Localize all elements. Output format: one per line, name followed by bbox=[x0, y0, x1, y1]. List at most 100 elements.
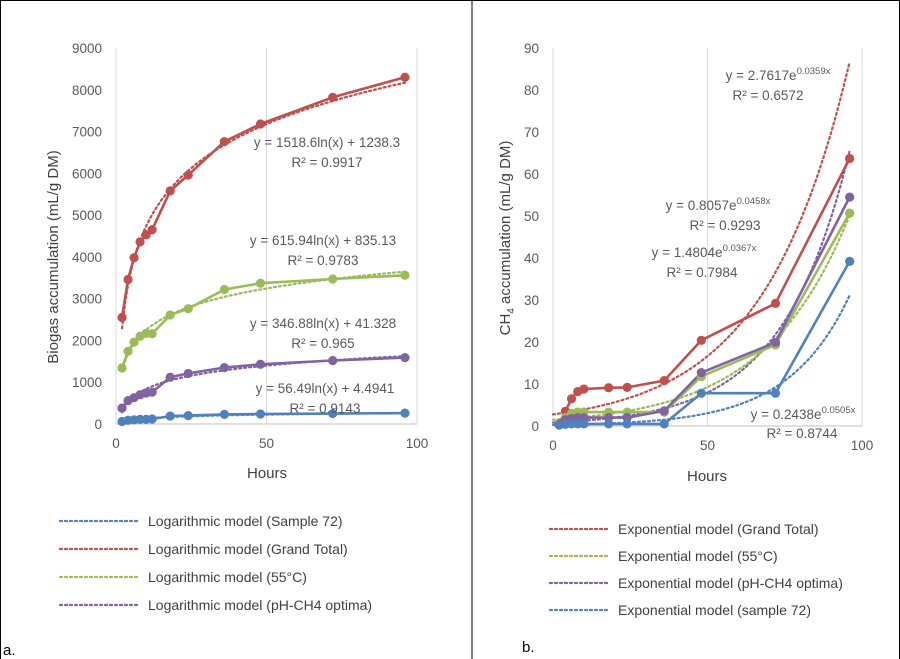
a-point-grand-7 bbox=[183, 170, 193, 180]
b-y-axis-title-main: CH bbox=[497, 314, 514, 336]
b-point-s72-5 bbox=[604, 419, 614, 429]
b-point-s72-4 bbox=[579, 419, 589, 429]
a-point-ph-5 bbox=[147, 387, 157, 397]
a-legend: Logarithmic model (Sample 72) Logarithmic… bbox=[58, 513, 372, 613]
a-point-grand-5 bbox=[147, 225, 157, 235]
a-point-ph-6 bbox=[165, 372, 175, 382]
b-legend: Exponential model (Grand Total) Exponenti… bbox=[548, 521, 843, 618]
b-y-axis-title-sub: 4 bbox=[506, 308, 517, 314]
a-y-tick-6: 6000 bbox=[72, 166, 102, 181]
b-y-tick-7: 70 bbox=[524, 125, 539, 140]
b-eq-55c-base: y = 1.4804e bbox=[652, 245, 723, 260]
b-y-tick-6: 60 bbox=[524, 167, 539, 182]
b-panel-label: b. bbox=[522, 639, 535, 656]
b-point-ph-6 bbox=[622, 413, 632, 423]
a-y-tick-8: 8000 bbox=[72, 83, 102, 98]
a-point-c55-6 bbox=[165, 310, 175, 320]
a-x-tick-labels: 0 50 100 bbox=[112, 436, 428, 451]
b-y-tick-0: 0 bbox=[531, 419, 539, 434]
a-y-tick-2: 2000 bbox=[72, 333, 102, 348]
b-point-c55-10 bbox=[845, 208, 855, 218]
b-eq-grand: y = 2.7617e0.0359x bbox=[726, 66, 831, 83]
a-point-s72-8 bbox=[219, 409, 229, 419]
a-y-tick-5: 5000 bbox=[72, 208, 102, 223]
b-point-ph-5 bbox=[604, 413, 614, 423]
a-point-c55-5 bbox=[147, 329, 157, 339]
a-point-ph-8 bbox=[219, 363, 229, 373]
b-eq-55c-exp: 0.0367x bbox=[723, 243, 757, 254]
b-point-s72-7 bbox=[659, 419, 669, 429]
a-eq-ph: y = 346.88ln(x) + 41.328 bbox=[250, 316, 396, 331]
a-point-grand-2 bbox=[129, 253, 139, 263]
b-point-grand-10 bbox=[845, 153, 855, 164]
a-legend-label-3: Logarithmic model (pH-CH4 optima) bbox=[148, 597, 372, 613]
a-point-s72-10 bbox=[328, 408, 338, 419]
b-x-tick-labels: 0 50 100 bbox=[549, 438, 873, 453]
b-point-grand-8 bbox=[696, 335, 706, 345]
a-x-tick-0: 0 bbox=[112, 436, 120, 451]
b-eq-s72-exp: 0.0505x bbox=[822, 405, 856, 416]
b-legend-label-1: Exponential model (55°C) bbox=[618, 548, 778, 564]
a-series-lines bbox=[120, 75, 406, 423]
b-y-tick-8: 80 bbox=[524, 83, 539, 98]
b-point-ph-10 bbox=[845, 192, 855, 202]
b-y-tick-3: 30 bbox=[524, 293, 539, 308]
a-y-tick-1: 1000 bbox=[72, 375, 102, 390]
b-eq-ph-exp: 0.0458x bbox=[737, 196, 771, 207]
b-point-s72-10 bbox=[845, 256, 855, 266]
b-x-tick-2: 100 bbox=[851, 438, 874, 453]
a-legend-label-2: Logarithmic model (55°C) bbox=[148, 569, 307, 585]
b-legend-label-2: Exponential model (pH-CH4 optima) bbox=[618, 575, 843, 591]
b-point-ph-8 bbox=[696, 368, 706, 378]
b-point-ph-4 bbox=[579, 413, 589, 423]
a-point-s72-7 bbox=[183, 411, 193, 421]
b-legend-label-3: Exponential model (sample 72) bbox=[618, 602, 811, 618]
b-point-grand-7 bbox=[659, 376, 669, 386]
a-y-tick-7: 7000 bbox=[72, 125, 102, 140]
a-point-ph-11 bbox=[400, 352, 410, 363]
b-point-grand-9 bbox=[770, 298, 781, 308]
b-eq-55c: y = 1.4804e0.0367x bbox=[652, 243, 757, 260]
a-point-c55-1 bbox=[123, 346, 133, 356]
a-point-s72-11 bbox=[400, 408, 410, 418]
b-data-points bbox=[554, 153, 855, 430]
b-y-axis-title-rest: accumulation (mL/g DM) bbox=[497, 141, 514, 309]
a-y-tick-9: 9000 bbox=[72, 41, 102, 56]
b-eq-grand-base: y = 2.7617e bbox=[726, 68, 797, 83]
a-point-ph-7 bbox=[183, 368, 193, 379]
b-point-ph-9 bbox=[770, 337, 781, 348]
a-point-c55-10 bbox=[328, 274, 338, 284]
a-point-s72-6 bbox=[165, 411, 175, 421]
a-y-axis-title: Biogas accumulation (mL/g DM) bbox=[45, 150, 62, 363]
a-point-c55-2 bbox=[129, 337, 139, 347]
b-r2-ph: R² = 0.9293 bbox=[690, 218, 761, 233]
b-r2-55c: R² = 0.7984 bbox=[667, 265, 738, 280]
a-point-ph-9 bbox=[255, 359, 266, 369]
a-data-points bbox=[117, 72, 410, 427]
a-y-tick-3: 3000 bbox=[72, 292, 102, 307]
a-point-s72-9 bbox=[255, 409, 266, 419]
a-gridlines bbox=[115, 48, 418, 425]
b-r2-s72: R² = 0.8744 bbox=[767, 426, 838, 441]
b-point-s72-6 bbox=[622, 419, 632, 429]
a-point-grand-11 bbox=[400, 72, 410, 82]
b-y-tick-5: 50 bbox=[524, 209, 539, 224]
a-y-tick-4: 4000 bbox=[72, 250, 102, 265]
a-point-grand-10 bbox=[328, 92, 338, 102]
b-x-tick-0: 0 bbox=[549, 438, 557, 453]
b-x-tick-1: 50 bbox=[700, 438, 715, 453]
a-y-tick-labels: 0 1000 2000 3000 4000 5000 6000 7000 8000 9000 bbox=[72, 41, 102, 432]
b-y-tick-2: 20 bbox=[524, 335, 539, 350]
b-legend-label-0: Exponential model (Grand Total) bbox=[618, 521, 819, 537]
b-point-s72-8 bbox=[696, 388, 706, 398]
a-point-ph-0 bbox=[117, 403, 127, 413]
b-gridlines bbox=[552, 48, 863, 427]
b-eq-s72: y = 0.2438e0.0505x bbox=[751, 405, 856, 422]
a-point-grand-0 bbox=[117, 312, 127, 323]
a-eq-grand: y = 1518.6ln(x) + 1238.3 bbox=[254, 135, 400, 150]
a-point-c55-7 bbox=[183, 304, 193, 314]
b-eq-ph-base: y = 0.8057e bbox=[666, 198, 737, 213]
a-point-grand-9 bbox=[255, 119, 266, 129]
b-y-tick-4: 40 bbox=[524, 251, 539, 266]
